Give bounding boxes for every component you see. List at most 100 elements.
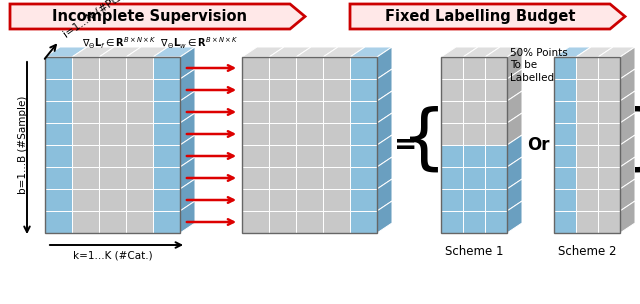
Polygon shape bbox=[242, 145, 269, 167]
Polygon shape bbox=[323, 47, 365, 57]
Polygon shape bbox=[99, 79, 126, 101]
Polygon shape bbox=[441, 79, 463, 101]
Polygon shape bbox=[576, 145, 598, 167]
Polygon shape bbox=[441, 123, 463, 145]
Polygon shape bbox=[153, 47, 195, 57]
Polygon shape bbox=[441, 167, 463, 189]
Polygon shape bbox=[72, 79, 99, 101]
Polygon shape bbox=[554, 47, 591, 57]
Polygon shape bbox=[620, 135, 635, 167]
Polygon shape bbox=[242, 101, 269, 123]
Polygon shape bbox=[72, 57, 99, 79]
Polygon shape bbox=[598, 167, 620, 189]
Polygon shape bbox=[72, 101, 99, 123]
Polygon shape bbox=[598, 145, 620, 167]
Polygon shape bbox=[72, 167, 99, 189]
Polygon shape bbox=[377, 113, 392, 145]
Polygon shape bbox=[99, 101, 126, 123]
Polygon shape bbox=[463, 101, 485, 123]
Polygon shape bbox=[153, 145, 180, 167]
Text: =: = bbox=[394, 131, 418, 159]
Polygon shape bbox=[269, 211, 296, 233]
Polygon shape bbox=[153, 101, 180, 123]
Polygon shape bbox=[554, 145, 576, 167]
Polygon shape bbox=[45, 189, 72, 211]
Text: i=1...N (#Pts): i=1...N (#Pts) bbox=[62, 0, 127, 39]
Polygon shape bbox=[296, 123, 323, 145]
Polygon shape bbox=[377, 69, 392, 101]
Polygon shape bbox=[126, 79, 153, 101]
Polygon shape bbox=[598, 189, 620, 211]
Polygon shape bbox=[463, 47, 500, 57]
Polygon shape bbox=[269, 145, 296, 167]
Polygon shape bbox=[296, 211, 323, 233]
Polygon shape bbox=[463, 57, 485, 79]
Polygon shape bbox=[485, 101, 507, 123]
Polygon shape bbox=[441, 57, 463, 79]
Polygon shape bbox=[180, 47, 195, 79]
Polygon shape bbox=[296, 167, 323, 189]
Text: Scheme 1: Scheme 1 bbox=[445, 245, 503, 258]
Text: b=1...B (#Sample): b=1...B (#Sample) bbox=[18, 96, 28, 194]
Polygon shape bbox=[99, 123, 126, 145]
Polygon shape bbox=[377, 179, 392, 211]
Polygon shape bbox=[377, 201, 392, 233]
Polygon shape bbox=[99, 211, 126, 233]
Polygon shape bbox=[576, 47, 613, 57]
Polygon shape bbox=[377, 157, 392, 189]
Polygon shape bbox=[350, 47, 392, 57]
Polygon shape bbox=[463, 211, 485, 233]
Bar bbox=[554, 57, 620, 233]
Polygon shape bbox=[620, 47, 635, 79]
Polygon shape bbox=[554, 189, 576, 211]
Polygon shape bbox=[463, 123, 485, 145]
Polygon shape bbox=[350, 123, 377, 145]
Polygon shape bbox=[350, 211, 377, 233]
Polygon shape bbox=[99, 47, 141, 57]
Polygon shape bbox=[242, 79, 269, 101]
Polygon shape bbox=[323, 189, 350, 211]
Polygon shape bbox=[269, 57, 296, 79]
Polygon shape bbox=[296, 57, 323, 79]
Polygon shape bbox=[180, 113, 195, 145]
Text: 50% Points
To be
Labelled: 50% Points To be Labelled bbox=[510, 48, 568, 83]
Polygon shape bbox=[126, 123, 153, 145]
Polygon shape bbox=[507, 157, 522, 189]
Polygon shape bbox=[45, 123, 72, 145]
Polygon shape bbox=[296, 189, 323, 211]
Polygon shape bbox=[485, 145, 507, 167]
Polygon shape bbox=[126, 57, 153, 79]
Polygon shape bbox=[463, 79, 485, 101]
Polygon shape bbox=[377, 91, 392, 123]
Polygon shape bbox=[180, 91, 195, 123]
Polygon shape bbox=[463, 145, 485, 167]
Bar bbox=[441, 57, 507, 233]
Polygon shape bbox=[620, 69, 635, 101]
Polygon shape bbox=[99, 57, 126, 79]
Polygon shape bbox=[45, 167, 72, 189]
Polygon shape bbox=[180, 201, 195, 233]
Polygon shape bbox=[576, 57, 598, 79]
Polygon shape bbox=[598, 123, 620, 145]
Polygon shape bbox=[153, 57, 180, 79]
Polygon shape bbox=[554, 101, 576, 123]
Polygon shape bbox=[296, 101, 323, 123]
Text: k=1...K (#Cat.): k=1...K (#Cat.) bbox=[73, 250, 152, 260]
Polygon shape bbox=[554, 211, 576, 233]
Polygon shape bbox=[350, 189, 377, 211]
Polygon shape bbox=[598, 57, 620, 79]
Polygon shape bbox=[323, 101, 350, 123]
Polygon shape bbox=[323, 79, 350, 101]
Polygon shape bbox=[269, 189, 296, 211]
Polygon shape bbox=[620, 201, 635, 233]
Polygon shape bbox=[554, 57, 576, 79]
Polygon shape bbox=[485, 211, 507, 233]
Polygon shape bbox=[323, 123, 350, 145]
Polygon shape bbox=[180, 135, 195, 167]
Polygon shape bbox=[620, 157, 635, 189]
Polygon shape bbox=[153, 123, 180, 145]
Polygon shape bbox=[323, 167, 350, 189]
Polygon shape bbox=[99, 189, 126, 211]
Polygon shape bbox=[45, 101, 72, 123]
Text: Incomplete Supervision: Incomplete Supervision bbox=[52, 9, 248, 24]
